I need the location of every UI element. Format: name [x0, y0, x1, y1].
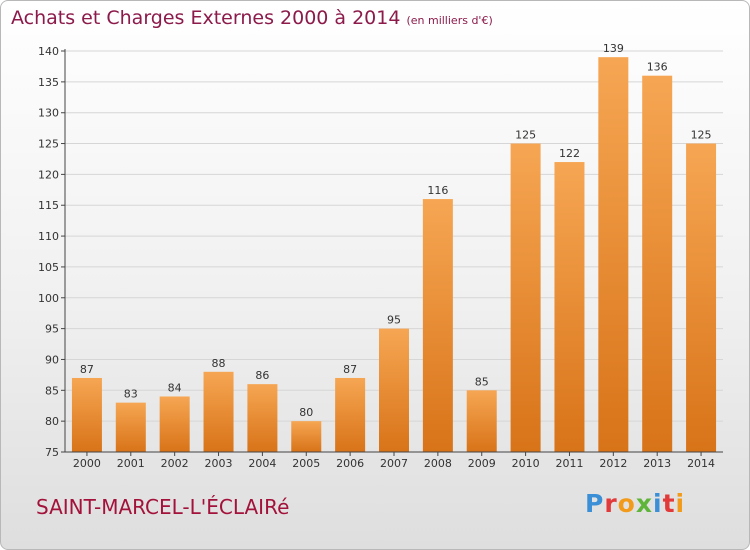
data-label-2012: 139	[603, 42, 624, 55]
data-label-2001: 83	[124, 388, 138, 401]
bar-2010[interactable]	[510, 143, 541, 453]
bar-2004[interactable]	[247, 384, 278, 452]
chart-title-main: Achats et Charges Externes 2000 à 2014	[11, 7, 401, 29]
x-tick-label-2014: 2014	[687, 457, 715, 470]
chart-title-unit: (en milliers d'€)	[406, 14, 493, 27]
x-tick-label-2010: 2010	[512, 457, 540, 470]
logo-letter: t	[662, 489, 676, 518]
bar-2003[interactable]	[203, 371, 234, 452]
y-tick-label: 95	[45, 323, 59, 336]
y-tick-label: 100	[38, 292, 59, 305]
bars	[71, 57, 717, 453]
x-tick-label-2005: 2005	[292, 457, 320, 470]
x-tick-label-2003: 2003	[205, 457, 233, 470]
x-tick-label-2007: 2007	[380, 457, 408, 470]
y-tick-label: 90	[45, 353, 59, 366]
x-tick-label-2000: 2000	[73, 457, 101, 470]
bar-2006[interactable]	[335, 377, 366, 452]
x-tick-label-2009: 2009	[468, 457, 496, 470]
x-tick-label-2013: 2013	[643, 457, 671, 470]
x-tick-label-2012: 2012	[599, 457, 627, 470]
y-tick-label: 130	[38, 107, 59, 120]
data-label-2006: 87	[343, 363, 357, 376]
logo-letter: x	[635, 489, 653, 518]
data-label-2002: 84	[168, 381, 182, 394]
x-tick-label-2006: 2006	[336, 457, 364, 470]
bar-2011[interactable]	[554, 162, 585, 453]
y-tick-label: 120	[38, 168, 59, 181]
y-tick-label: 85	[45, 384, 59, 397]
bar-2002[interactable]	[159, 396, 190, 452]
bar-2007[interactable]	[379, 328, 409, 452]
logo-letter: o	[617, 489, 636, 518]
labels: 75 80 85 90 95 100 105 110 115 120 125 130 135 140 87 2…	[38, 42, 715, 470]
bar-2012[interactable]	[598, 57, 629, 453]
data-label-2013: 136	[647, 61, 668, 74]
y-tick-label: 135	[38, 76, 59, 89]
data-label-2014: 125	[691, 129, 712, 142]
logo-letter: r	[604, 489, 618, 518]
logo-letter: i	[653, 489, 663, 518]
data-label-2004: 86	[255, 369, 269, 382]
data-label-2009: 85	[475, 375, 489, 388]
data-label-2005: 80	[299, 406, 313, 419]
bar-2013[interactable]	[642, 75, 673, 452]
data-label-2011: 122	[559, 147, 580, 160]
y-tick-label: 115	[38, 199, 59, 212]
bar-2000[interactable]	[71, 377, 102, 452]
y-tick-label: 105	[38, 261, 59, 274]
data-label-2010: 125	[515, 129, 536, 142]
bar-2009[interactable]	[466, 390, 497, 452]
y-tick-label: 75	[45, 446, 59, 459]
bar-2008[interactable]	[422, 199, 453, 452]
x-tick-label-2004: 2004	[248, 457, 276, 470]
y-tick-label: 110	[38, 230, 59, 243]
data-label-2008: 116	[427, 184, 448, 197]
x-tick-label-2011: 2011	[555, 457, 583, 470]
logo-letter: P	[585, 489, 605, 518]
bar-2014[interactable]	[686, 143, 717, 453]
chart-title: Achats et Charges Externes 2000 à 2014 (e…	[11, 7, 493, 29]
data-label-2000: 87	[80, 363, 94, 376]
bar-2001[interactable]	[115, 402, 146, 452]
x-tick-label-2002: 2002	[161, 457, 189, 470]
y-tick-label: 80	[45, 415, 59, 428]
bar-2005[interactable]	[291, 421, 322, 452]
logo-letter: i	[675, 489, 686, 518]
proxiti-logo[interactable]: Proxiti	[585, 489, 685, 518]
x-tick-label-2008: 2008	[424, 457, 452, 470]
commune-name: SAINT-MARCEL-L'ÉCLAIRé	[36, 495, 290, 519]
y-tick-label: 140	[38, 45, 59, 58]
data-label-2007: 95	[387, 314, 401, 327]
x-tick-label-2001: 2001	[117, 457, 145, 470]
y-tick-label: 125	[38, 138, 59, 151]
axes	[61, 49, 723, 456]
data-label-2003: 88	[212, 357, 226, 370]
